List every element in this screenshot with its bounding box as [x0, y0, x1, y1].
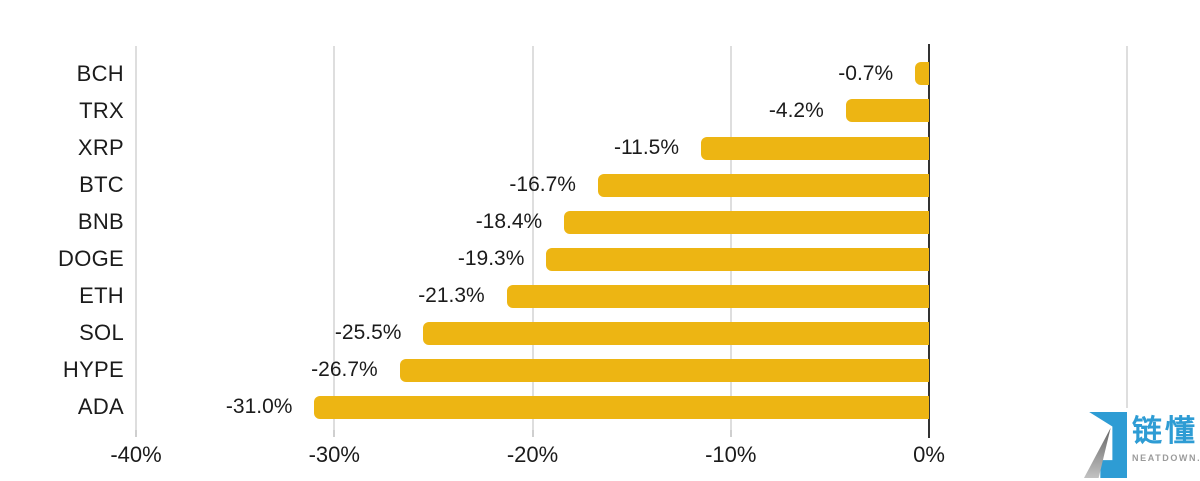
value-label: -4.2% [768, 98, 824, 122]
bar-row: BTC -16.7% [0, 167, 1200, 204]
neatdown-logo-icon [1084, 412, 1127, 478]
value-label: -19.3% [457, 247, 525, 271]
bar-row: TRX -4.2% [0, 92, 1200, 129]
bar [423, 321, 929, 345]
bar-row: ADA -31.0% [0, 389, 1200, 426]
bar [564, 210, 929, 234]
value-label: -21.3% [418, 284, 485, 308]
gridline [1126, 46, 1129, 430]
value-label: -18.4% [475, 210, 543, 234]
x-axis-tick-label: -20% [506, 442, 559, 467]
axis-tick [135, 430, 137, 437]
value-label: -25.5% [334, 321, 402, 345]
bar-row: XRP -11.5% [0, 130, 1200, 167]
gridline [729, 46, 732, 430]
category-label: BNB [77, 209, 124, 235]
value-label: -0.7% [838, 61, 894, 85]
value-label: -16.7% [509, 173, 576, 197]
category-label: ADA [77, 394, 124, 420]
gridline [135, 46, 137, 430]
axis-tick [333, 430, 336, 437]
logo-text: 链懂 NEATDOWN.COM [1132, 414, 1200, 463]
value-label: -26.7% [311, 358, 378, 382]
category-label: SOL [79, 320, 124, 346]
gridline [531, 46, 534, 430]
gridline [333, 46, 336, 430]
bar-row: DOGE -19.3% [0, 241, 1200, 278]
brand-domain: NEATDOWN.COM [1132, 453, 1200, 463]
axis-tick [531, 430, 534, 437]
neatdown-watermark: 链懂 NEATDOWN.COM [1080, 408, 1200, 481]
x-axis-tick-label: -30% [308, 442, 360, 467]
category-label: BTC [79, 172, 124, 198]
brand-name: 链懂 [1132, 415, 1198, 448]
category-label: ETH [79, 283, 124, 309]
bar [701, 136, 929, 160]
category-label: DOGE [58, 246, 124, 272]
bar [597, 173, 929, 197]
axis-tick [729, 430, 732, 437]
bar-row: HYPE -26.7% [0, 352, 1200, 389]
bar [546, 247, 929, 271]
bar [314, 395, 929, 419]
zero-axis-line [928, 44, 930, 438]
value-label: -11.5% [614, 136, 680, 160]
bar-row: SOL -25.5% [0, 315, 1200, 352]
category-label: HYPE [62, 357, 124, 383]
bar-row: BNB -18.4% [0, 204, 1200, 241]
category-label: TRX [79, 97, 124, 123]
x-axis-tick-label: -40% [110, 442, 162, 467]
category-label: XRP [77, 135, 124, 161]
bar [399, 358, 929, 382]
x-axis-tick-label: -10% [705, 442, 757, 467]
bar-row: BCH -0.7% [0, 55, 1200, 92]
category-label: BCH [76, 60, 124, 86]
bar [845, 99, 929, 123]
bar [506, 284, 929, 308]
value-label: -31.0% [225, 395, 293, 419]
bar-row: ETH -21.3% [0, 278, 1200, 315]
x-axis-tick-label: 0% [913, 442, 945, 467]
bar [915, 62, 929, 86]
